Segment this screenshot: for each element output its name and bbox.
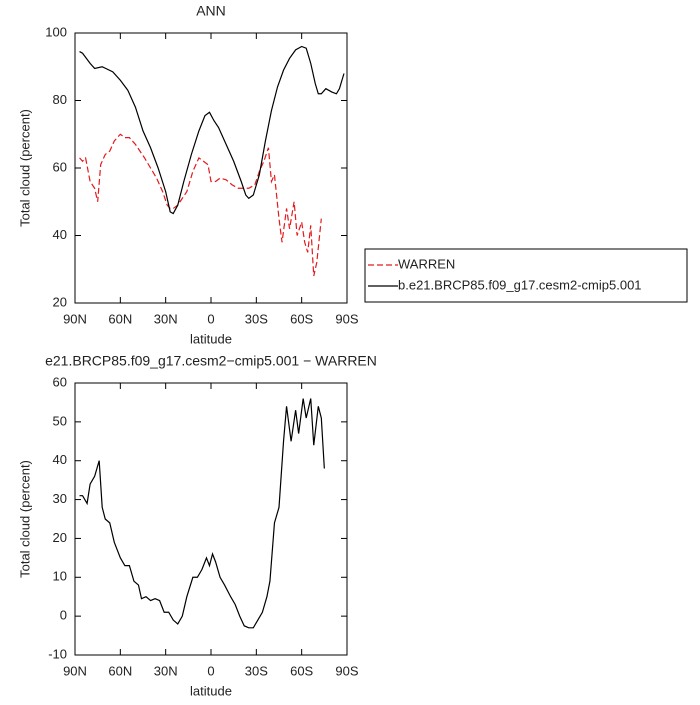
y-tick-label: 20	[53, 294, 67, 309]
y-tick-label: 0	[60, 608, 67, 623]
y-tick-label: 40	[53, 452, 67, 467]
x-tick-label: 90S	[335, 663, 358, 678]
plot-frame	[74, 382, 348, 656]
x-tick-label: 30S	[245, 311, 268, 326]
x-tick-label: 90S	[335, 311, 358, 326]
y-tick-label: 100	[45, 24, 67, 39]
chart-title: e21.BRCP85.f09_g17.cesm2−cmip5.001 − WAR…	[45, 353, 377, 369]
y-tick-label: 60	[53, 159, 67, 174]
plot-frame	[74, 32, 348, 304]
legend-label: b.e21.BRCP85.f09_g17.cesm2-cmip5.001	[398, 277, 642, 292]
data-line	[79, 398, 325, 629]
chart-title: ANN	[196, 3, 226, 19]
legend-box	[364, 248, 688, 303]
x-tick-label: 90N	[63, 311, 87, 326]
x-tick-label: 30S	[245, 663, 268, 678]
y-tick-label: 50	[53, 413, 67, 428]
x-tick-label: 90N	[63, 663, 87, 678]
x-tick-label: 60S	[290, 311, 313, 326]
x-axis-label: latitude	[190, 331, 232, 346]
legend-label: WARREN	[398, 256, 455, 271]
data-line	[79, 133, 322, 277]
x-tick-label: 0	[207, 663, 214, 678]
x-tick-label: 30N	[154, 663, 178, 678]
x-axis-label: latitude	[190, 683, 232, 698]
y-tick-label: 10	[53, 569, 67, 584]
y-axis-label: Total cloud (percent)	[17, 109, 32, 227]
y-tick-label: -10	[48, 646, 67, 661]
x-tick-label: 0	[207, 311, 214, 326]
y-tick-label: 60	[53, 374, 67, 389]
y-tick-label: 30	[53, 491, 67, 506]
data-line	[79, 45, 345, 215]
y-tick-label: 20	[53, 530, 67, 545]
y-tick-label: 40	[53, 227, 67, 242]
x-tick-label: 60S	[290, 663, 313, 678]
y-tick-label: 80	[53, 92, 67, 107]
x-tick-label: 60N	[108, 663, 132, 678]
x-tick-label: 60N	[108, 311, 132, 326]
x-tick-label: 30N	[154, 311, 178, 326]
y-axis-label: Total cloud (percent)	[17, 460, 32, 578]
